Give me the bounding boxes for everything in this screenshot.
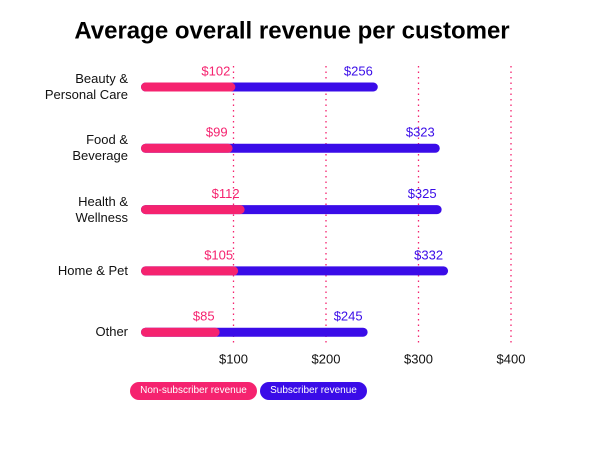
value-label: $245 (334, 309, 363, 324)
value-label: $323 (406, 125, 435, 140)
category-label: Beauty & Personal Care (44, 71, 128, 102)
legend-item: Non-subscriber revenue (130, 382, 257, 400)
bar (141, 266, 239, 276)
category-label: Home & Pet (57, 262, 128, 278)
value-label: $85 (193, 309, 215, 324)
bar (141, 82, 236, 92)
value-label: $325 (408, 186, 437, 201)
bar (141, 205, 245, 215)
bar (141, 327, 220, 337)
value-label: $105 (204, 247, 233, 262)
value-label: $256 (344, 63, 373, 78)
category-label: Food & Beverage (72, 132, 128, 164)
value-label: $332 (414, 247, 443, 262)
value-label: $99 (206, 125, 228, 140)
chart-title: Average overall revenue per customer (74, 17, 509, 44)
value-label: $102 (201, 63, 230, 78)
category-label: Health & Wellness (75, 193, 128, 225)
legend-item: Subscriber revenue (260, 382, 367, 400)
x-tick-label: $400 (497, 351, 526, 366)
category-label: Other (95, 324, 128, 340)
x-tick-label: $300 (404, 351, 433, 366)
x-tick-label: $100 (219, 351, 248, 366)
value-label: $112 (212, 186, 240, 201)
x-tick-label: $200 (312, 351, 341, 366)
bar (141, 143, 233, 153)
